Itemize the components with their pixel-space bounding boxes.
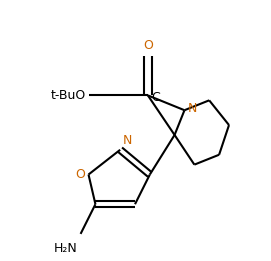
Text: H₂N: H₂N xyxy=(54,242,78,255)
Text: O: O xyxy=(143,39,153,52)
Text: N: N xyxy=(123,134,133,147)
Text: C: C xyxy=(151,91,160,104)
Text: O: O xyxy=(76,168,86,181)
Text: t-BuO: t-BuO xyxy=(50,89,86,102)
Text: N: N xyxy=(188,102,197,115)
